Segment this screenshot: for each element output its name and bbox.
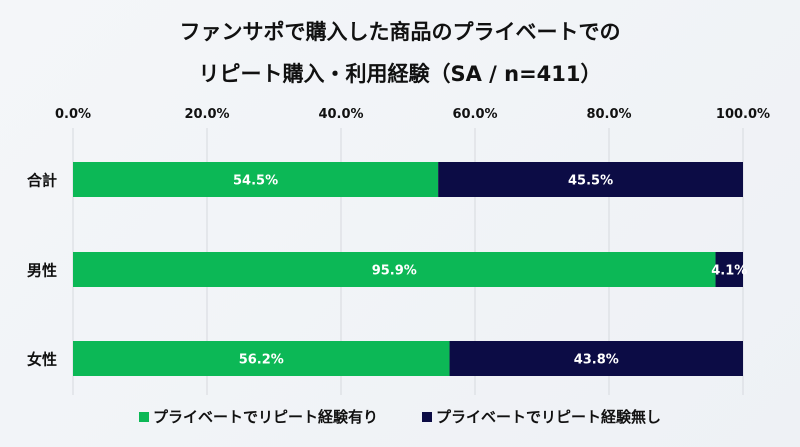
legend-item-no: プライベートでリピート経験無し	[422, 406, 661, 427]
legend: プライベートでリピート経験有り プライベートでリピート経験無し	[0, 406, 800, 427]
data-label: 45.5%	[568, 174, 613, 189]
x-tick-label: 60.0%	[452, 107, 497, 122]
category-label: 合計	[26, 172, 57, 190]
bar-segment	[715, 252, 743, 287]
bar-segment	[438, 162, 743, 197]
legend-swatch-no	[422, 411, 432, 422]
bar-segment	[449, 341, 743, 376]
x-tick-label: 20.0%	[184, 107, 229, 122]
chart-subtitle: リピート購入・利用経験（SA / n=411）	[198, 62, 602, 86]
x-tick-label: 0.0%	[55, 107, 91, 122]
legend-label-no: プライベートでリピート経験無し	[436, 408, 662, 426]
bar-segment	[73, 162, 439, 197]
data-label: 43.8%	[574, 353, 619, 368]
legend-swatch-yes	[138, 411, 149, 422]
bar-segment	[73, 252, 716, 287]
x-tick-label: 80.0%	[586, 107, 631, 122]
data-label: 54.5%	[233, 174, 278, 189]
bar-segment	[73, 341, 450, 376]
category-label: 男性	[27, 262, 57, 280]
data-label: 56.2%	[239, 353, 284, 368]
x-tick-label: 40.0%	[318, 107, 363, 122]
chart-title: ファンサポで購入した商品のプライベートでの	[179, 20, 621, 44]
legend-item-yes: プライベートでリピート経験有り	[138, 406, 378, 427]
legend-label-yes: プライベートでリピート経験有り	[152, 408, 378, 426]
data-label: 4.1%	[711, 264, 747, 279]
x-tick-label: 100.0%	[716, 107, 770, 122]
data-label: 95.9%	[372, 264, 417, 279]
category-label: 女性	[27, 351, 57, 369]
